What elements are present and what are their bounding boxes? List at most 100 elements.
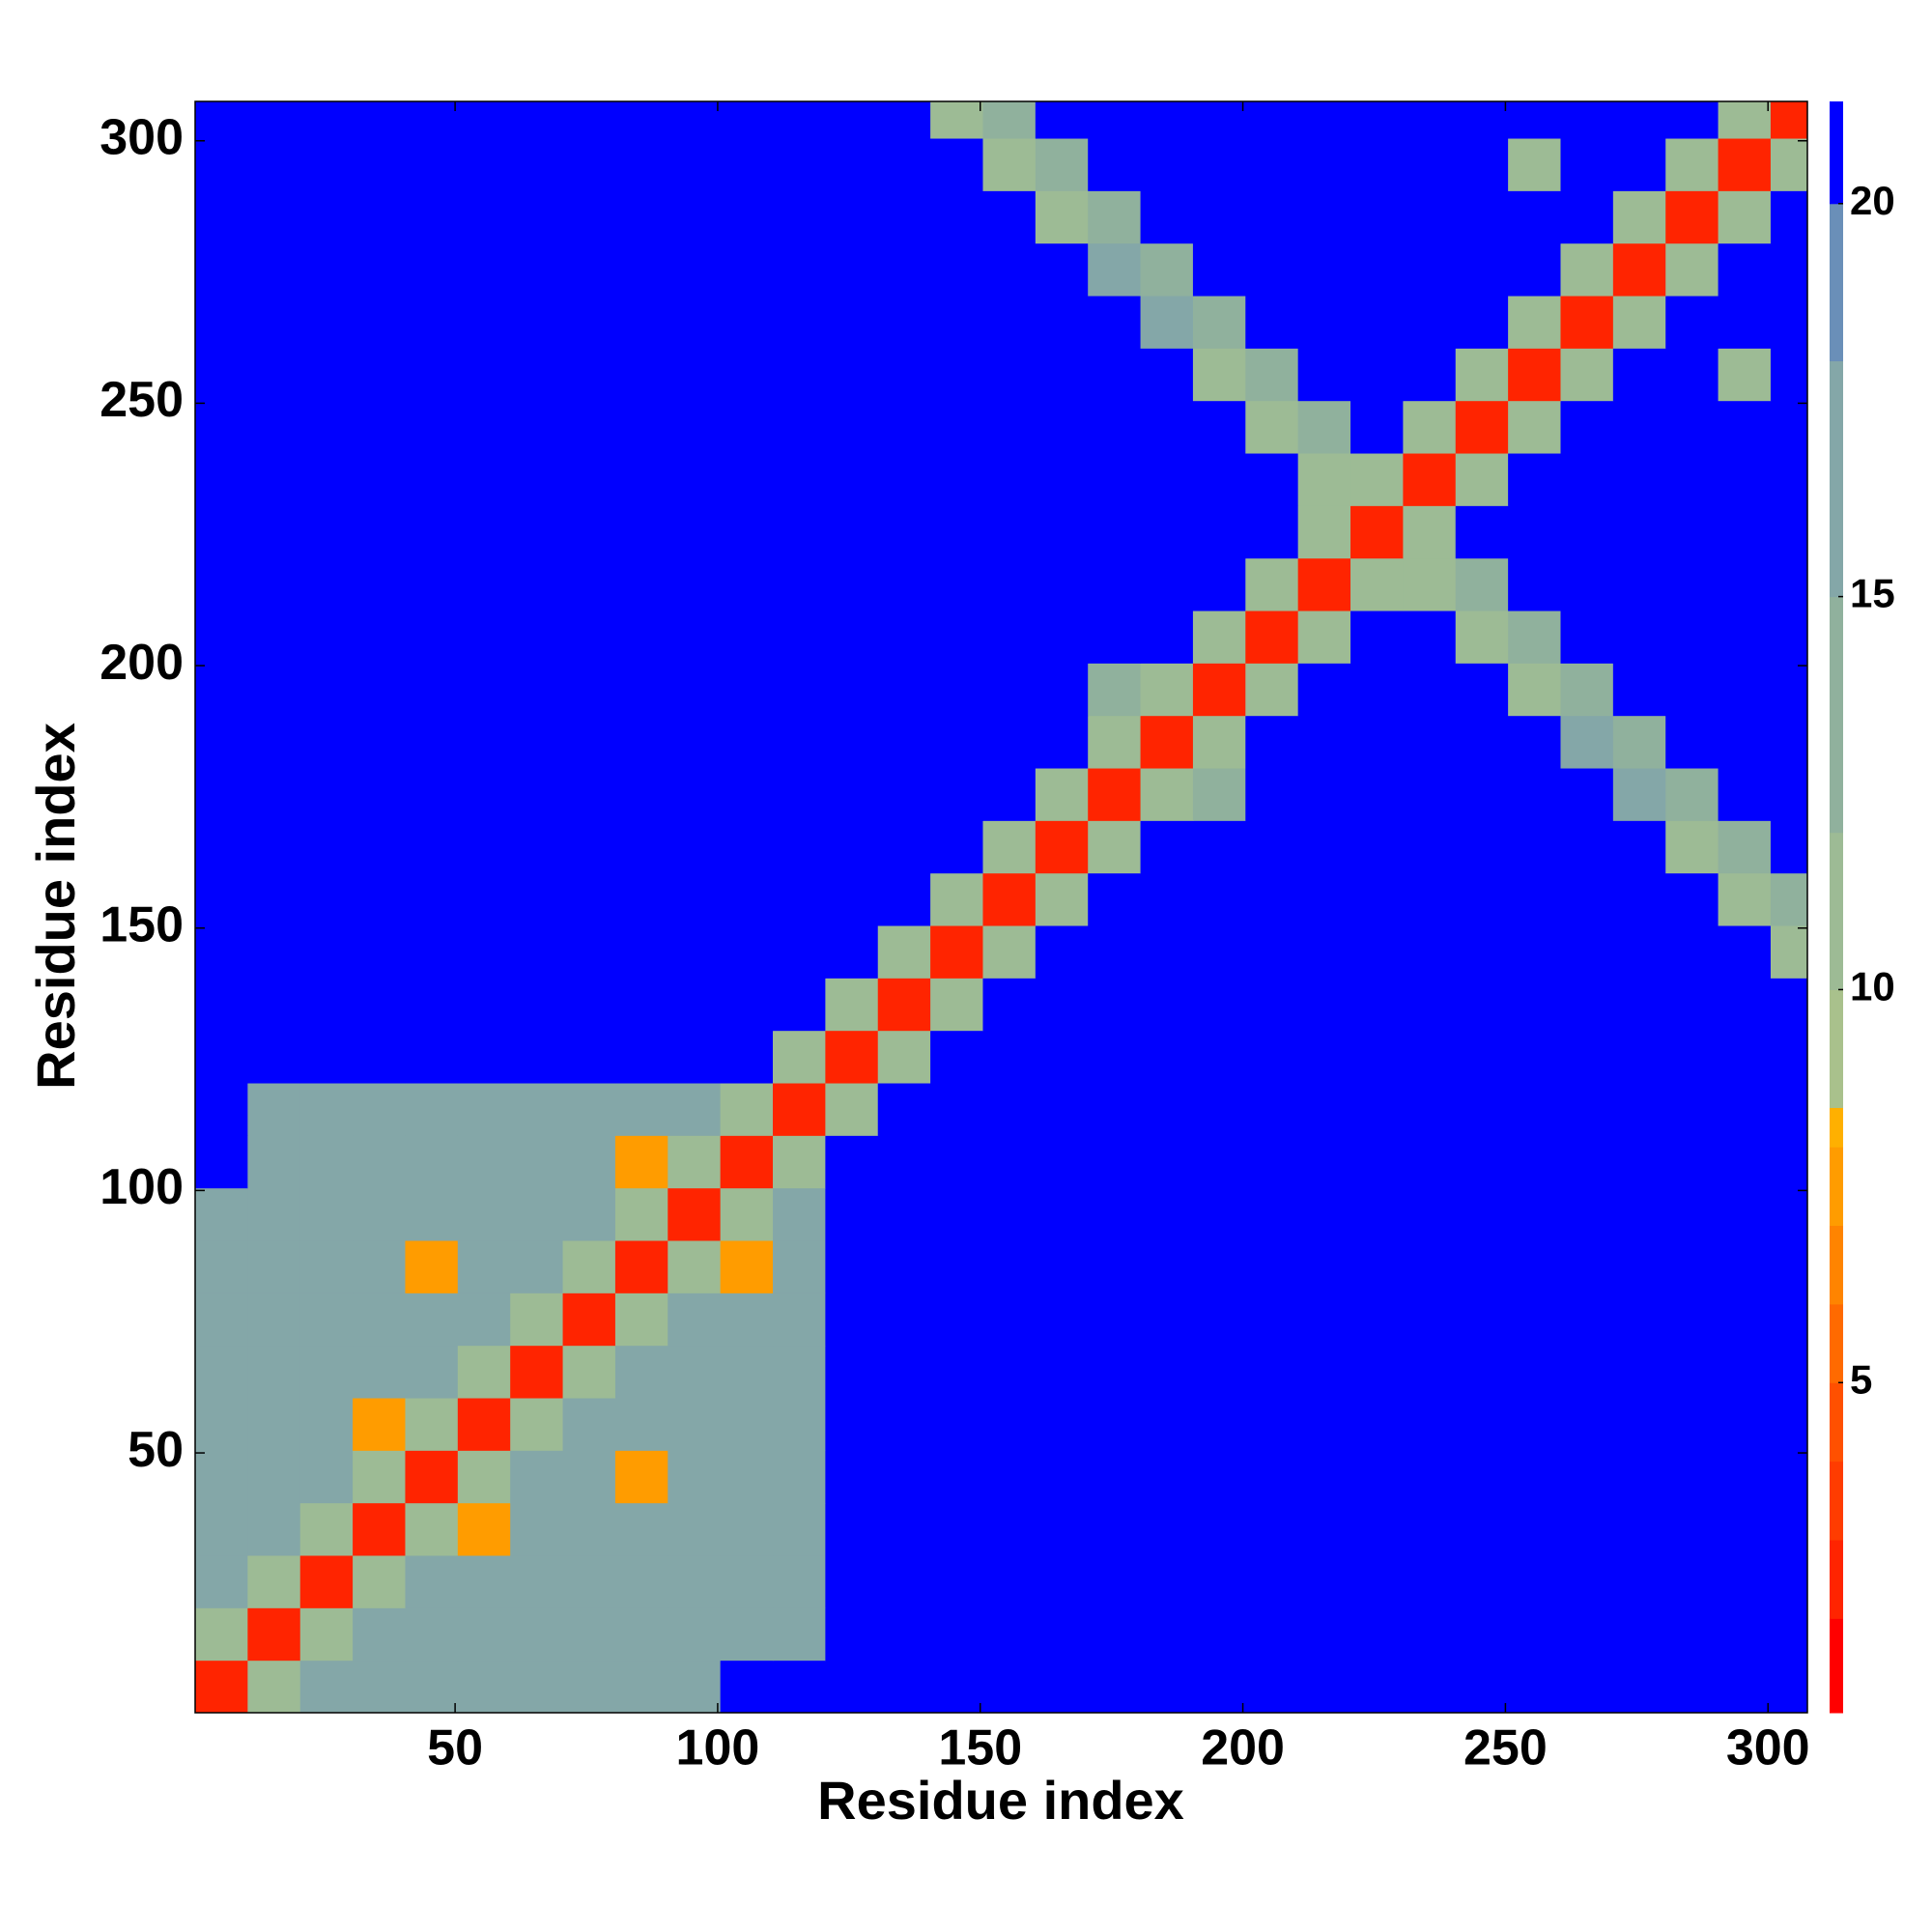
heatmap-cell [1088, 820, 1142, 874]
x-tick-label: 100 [676, 1720, 760, 1776]
heatmap-cell [720, 978, 774, 1032]
x-tick-label: 150 [938, 1720, 1022, 1776]
heatmap-cell [457, 978, 511, 1032]
heatmap-cell [195, 400, 248, 454]
heatmap-cell [877, 138, 931, 191]
heatmap-cell [1612, 1398, 1666, 1451]
heatmap-cell [1455, 1030, 1509, 1084]
heatmap-cell [1350, 1135, 1404, 1189]
heatmap-cell [1035, 1450, 1089, 1504]
heatmap-cell [720, 1293, 774, 1347]
heatmap-cell [247, 768, 301, 821]
heatmap-cell [1770, 1502, 1808, 1556]
heatmap-cell [1560, 872, 1614, 926]
heatmap-cell [457, 1293, 511, 1347]
heatmap-cell [1035, 925, 1089, 979]
heatmap-cell [1770, 242, 1808, 297]
heatmap-cell [982, 1502, 1037, 1556]
heatmap-cell [247, 1345, 301, 1399]
heatmap-cell [247, 820, 301, 874]
heatmap-cell [405, 1187, 459, 1241]
x-tick-label: 250 [1463, 1720, 1548, 1776]
heatmap-cell [982, 505, 1037, 559]
heatmap-cell [1140, 925, 1194, 979]
heatmap-cell [1350, 453, 1404, 506]
heatmap-cell [930, 1660, 983, 1714]
heatmap-cell [1508, 1555, 1561, 1608]
heatmap-cell [299, 557, 354, 611]
heatmap-cell [299, 925, 354, 979]
heatmap-cell [1718, 557, 1772, 611]
heatmap-cell [1140, 1135, 1194, 1189]
heatmap-cell [1140, 1083, 1194, 1136]
heatmap-cell [353, 101, 406, 139]
heatmap-cell [877, 1398, 931, 1451]
heatmap-cell [1403, 190, 1457, 244]
heatmap-cell [877, 296, 931, 349]
heatmap-cell [510, 1030, 564, 1084]
heatmap-cell [720, 1660, 774, 1714]
heatmap-cell [1770, 1607, 1808, 1662]
heatmap-cell [562, 925, 616, 979]
heatmap-cell [1403, 101, 1457, 139]
heatmap-cell [510, 242, 564, 297]
heatmap-cell [930, 242, 983, 297]
heatmap-cell [405, 557, 459, 611]
heatmap-cell [668, 925, 722, 979]
heatmap-cell [825, 1345, 879, 1399]
heatmap-cell [353, 1293, 406, 1347]
heatmap-cell [1403, 1398, 1457, 1451]
heatmap-cell [1612, 138, 1666, 191]
heatmap-cell [247, 505, 301, 559]
heatmap-cell [1770, 101, 1808, 139]
heatmap-cell [562, 453, 616, 506]
heatmap-cell [720, 1187, 774, 1241]
heatmap-cell [195, 611, 248, 664]
heatmap-cell [982, 663, 1037, 717]
heatmap-cell [510, 138, 564, 191]
heatmap-cell [1718, 348, 1772, 402]
heatmap-cell [457, 1398, 511, 1451]
heatmap-cell [1665, 1660, 1719, 1714]
heatmap-cell [1455, 557, 1509, 611]
heatmap-cell [1508, 242, 1561, 297]
heatmap-cell [405, 1083, 459, 1136]
heatmap-cell [1297, 296, 1351, 349]
heatmap-cell [1403, 715, 1457, 769]
heatmap-cell [614, 190, 668, 244]
heatmap-cell [299, 453, 354, 506]
heatmap-cell [877, 242, 931, 297]
heatmap-cell [773, 925, 826, 979]
heatmap-cell [510, 1607, 564, 1662]
heatmap-cell [982, 557, 1037, 611]
heatmap-cell [720, 138, 774, 191]
heatmap-cell [720, 557, 774, 611]
heatmap-cell [1192, 1502, 1246, 1556]
heatmap-cell [1560, 190, 1614, 244]
heatmap-cell [982, 925, 1037, 979]
heatmap-cell [562, 138, 616, 191]
heatmap-cell [982, 348, 1037, 402]
heatmap-cell [773, 190, 826, 244]
heatmap-cell [1665, 348, 1719, 402]
heatmap-cell [1088, 1607, 1142, 1662]
heatmap-cell [247, 1660, 301, 1714]
heatmap-cell [668, 1607, 722, 1662]
heatmap-cell [562, 296, 616, 349]
heatmap-cell [562, 1187, 616, 1241]
heatmap-cell [1350, 1083, 1404, 1136]
heatmap-cell [1403, 1660, 1457, 1714]
heatmap-cell [1140, 1502, 1194, 1556]
heatmap-cell [1455, 296, 1509, 349]
heatmap-cell [353, 138, 406, 191]
heatmap-cell [1560, 400, 1614, 454]
heatmap-cell [405, 1398, 459, 1451]
heatmap-cell [773, 101, 826, 139]
heatmap-cell [562, 1030, 616, 1084]
heatmap-cell [877, 1240, 931, 1293]
heatmap-cell [1140, 101, 1194, 139]
heatmap-cell [1403, 820, 1457, 874]
heatmap-cell [562, 505, 616, 559]
heatmap-cell [1560, 138, 1614, 191]
heatmap-cell [562, 1240, 616, 1293]
